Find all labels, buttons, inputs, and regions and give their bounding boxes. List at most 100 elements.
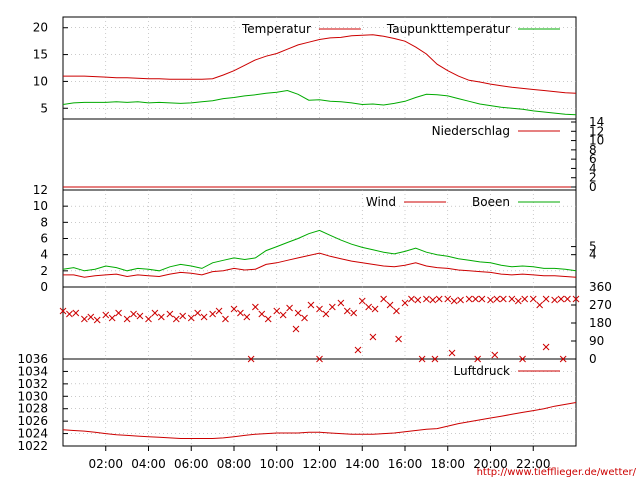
direction-point — [87, 313, 95, 321]
x-tick-label: 12:00 — [302, 457, 337, 471]
direction-point — [237, 309, 244, 317]
direction-point — [358, 297, 366, 305]
y-tick-label: 1024 — [17, 427, 48, 441]
y-tick-label: 4 — [40, 248, 48, 262]
direction-point — [172, 315, 180, 323]
direction-point — [529, 295, 537, 303]
legend-label: Boeen — [472, 195, 510, 209]
direction-point — [108, 314, 116, 322]
direction-point — [418, 355, 426, 363]
x-tick-label: 16:00 — [388, 457, 423, 471]
series-line — [62, 402, 577, 439]
x-tick-label: 20:00 — [473, 457, 508, 471]
series-line — [63, 34, 577, 94]
direction-point — [408, 295, 415, 303]
direction-point — [429, 296, 437, 304]
y-tick-right-label: 4 — [589, 161, 597, 175]
direction-point — [572, 295, 580, 303]
y-tick-label: 1022 — [17, 439, 48, 453]
direction-point — [380, 295, 387, 303]
legend-label: Niederschlag — [432, 124, 510, 138]
credit-link[interactable]: http://www.tiefflieger.de/wetter/ — [477, 467, 637, 478]
direction-point — [514, 297, 522, 305]
y-tick-label: 1030 — [17, 389, 48, 403]
x-tick-label: 06:00 — [174, 457, 209, 471]
y-tick-label: 20 — [33, 21, 48, 35]
legend-label: Luftdruck — [453, 364, 510, 378]
y-tick-label: 6 — [40, 232, 48, 246]
series-line — [62, 229, 577, 272]
y-tick-right-label: 270 — [589, 298, 612, 312]
y-tick-right-label: 90 — [589, 334, 604, 348]
direction-point — [130, 310, 137, 318]
legend-label: Wind — [366, 195, 396, 209]
y-tick-label: 2 — [40, 264, 48, 278]
direction-point — [292, 325, 300, 333]
direction-point — [316, 305, 323, 313]
direction-point — [243, 313, 251, 321]
y-tick-label: 1034 — [17, 364, 48, 378]
y-tick-label: 5 — [40, 101, 48, 115]
direction-point — [491, 351, 499, 359]
direction-point — [499, 295, 507, 303]
direction-point — [273, 307, 281, 315]
direction-point — [551, 296, 558, 304]
y-tick-label: 15 — [33, 48, 48, 62]
direction-point — [209, 310, 216, 318]
direction-point — [200, 313, 208, 321]
direction-point — [519, 355, 526, 363]
direction-point — [414, 296, 422, 304]
x-tick-label: 04:00 — [131, 457, 166, 471]
y-tick-right-label: 5 — [589, 240, 597, 254]
direction-point — [166, 310, 174, 318]
direction-point — [448, 349, 456, 357]
direction-point — [222, 315, 229, 323]
direction-point — [264, 315, 272, 323]
direction-point — [123, 315, 131, 323]
direction-point — [316, 355, 323, 363]
direction-point — [369, 333, 377, 341]
direction-point — [286, 304, 293, 312]
direction-point — [145, 315, 152, 323]
y-tick-right-label: 6 — [589, 152, 597, 166]
direction-point — [301, 314, 308, 322]
direction-point — [59, 307, 67, 315]
direction-point — [81, 315, 88, 323]
direction-point — [365, 303, 373, 311]
direction-point — [307, 301, 315, 309]
direction-point — [136, 312, 144, 320]
y-tick-right-label: 360 — [589, 280, 612, 294]
y-tick-label: 0 — [40, 280, 48, 294]
y-tick-label: 1026 — [17, 414, 48, 428]
x-tick-label: 18:00 — [430, 457, 465, 471]
direction-point — [401, 299, 409, 307]
legend-label: Temperatur — [241, 22, 311, 36]
direction-point — [395, 335, 402, 343]
direction-point — [493, 295, 501, 303]
y-tick-label: 12 — [33, 183, 48, 197]
y-tick-right-label: 12 — [589, 124, 604, 138]
y-tick-right-label: 10 — [589, 134, 604, 148]
series-line — [63, 252, 577, 278]
y-tick-right-label: 4 — [589, 248, 597, 262]
direction-point — [465, 295, 473, 303]
direction-point — [322, 310, 330, 318]
direction-point — [343, 307, 351, 315]
x-tick-label: 22:00 — [516, 457, 551, 471]
direction-point — [328, 303, 336, 311]
direction-point — [354, 346, 362, 354]
legend-label: Taupunkttemperatur — [386, 22, 510, 36]
direction-point — [157, 313, 165, 321]
y-tick-label: 10 — [33, 199, 48, 213]
direction-point — [102, 311, 110, 319]
direction-point — [474, 355, 482, 363]
direction-point — [371, 305, 379, 313]
direction-point — [350, 309, 358, 317]
direction-point — [93, 316, 101, 324]
direction-point — [435, 295, 443, 303]
direction-point — [564, 295, 571, 303]
y-tick-right-label: 0 — [589, 352, 597, 366]
direction-point — [151, 309, 159, 317]
direction-point — [115, 309, 122, 317]
direction-point — [386, 301, 394, 309]
